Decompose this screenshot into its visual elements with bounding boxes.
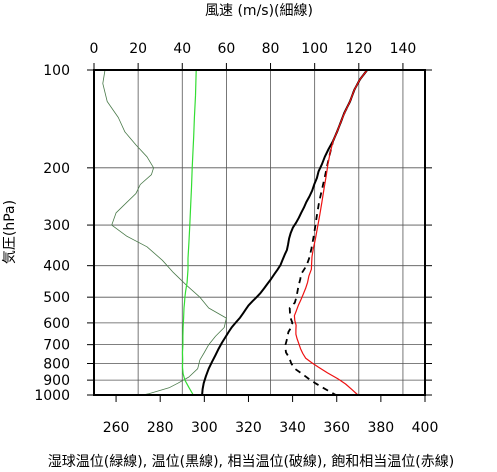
y-axis-tick-label: 100	[43, 63, 70, 79]
axis-ticks	[87, 63, 432, 402]
bottom-axis-tick-label: 320	[235, 420, 262, 436]
y-axis-tick-label: 500	[43, 290, 70, 306]
top-axis-tick-label: 80	[262, 41, 280, 57]
bottom-axis-tick-label: 360	[323, 420, 350, 436]
series-line-wet-bulb-potential-temperature	[181, 69, 197, 396]
bottom-axis-tick-label: 400	[412, 420, 439, 436]
y-axis-tick-label: 900	[43, 373, 70, 389]
series-line-equivalent-potential-temperature	[284, 69, 368, 396]
y-axis-tick-label: 400	[43, 259, 70, 275]
top-axis-tick-label: 20	[129, 41, 147, 57]
top-axis-tick-label: 60	[217, 41, 235, 57]
top-axis-tick-label: 120	[345, 41, 372, 57]
bottom-axis-title: 湿球温位(緑線), 温位(黒線), 相当温位(破線), 飽和相当温位(赤線)	[48, 453, 454, 470]
y-axis-tick-label: 800	[43, 357, 70, 373]
tick-labels: 0 20 40 60 80 100 120 140 260 280 300 320 340 360 380 4…	[34, 41, 438, 436]
y-axis-tick-label: 700	[43, 338, 70, 354]
y-axis-tick-label: 300	[43, 218, 70, 234]
series-line-wind-speed	[102, 69, 227, 396]
top-axis-tick-label: 100	[301, 41, 328, 57]
top-axis-title: 風速 (m/s)(細線)	[205, 3, 313, 19]
series-line-saturated-equivalent-potential-temperature	[293, 69, 368, 396]
top-axis-tick-label: 0	[90, 41, 99, 57]
y-axis-tick-label: 600	[43, 316, 70, 332]
y-axis-title: 気圧(hPa)	[2, 200, 18, 264]
bottom-axis-tick-label: 280	[147, 420, 174, 436]
plot-frame	[93, 69, 426, 396]
y-axis-tick-label: 1000	[34, 388, 70, 404]
grid	[93, 69, 425, 396]
top-axis-tick-label: 140	[390, 41, 417, 57]
bottom-axis-tick-label: 300	[191, 420, 218, 436]
bottom-axis-tick-label: 340	[279, 420, 306, 436]
series-line-potential-temperature	[201, 69, 368, 396]
series-lines	[102, 69, 368, 396]
top-axis-tick-label: 40	[173, 41, 191, 57]
bottom-axis-tick-label: 260	[103, 420, 130, 436]
bottom-axis-tick-label: 380	[367, 420, 394, 436]
y-axis-tick-label: 200	[43, 161, 70, 177]
